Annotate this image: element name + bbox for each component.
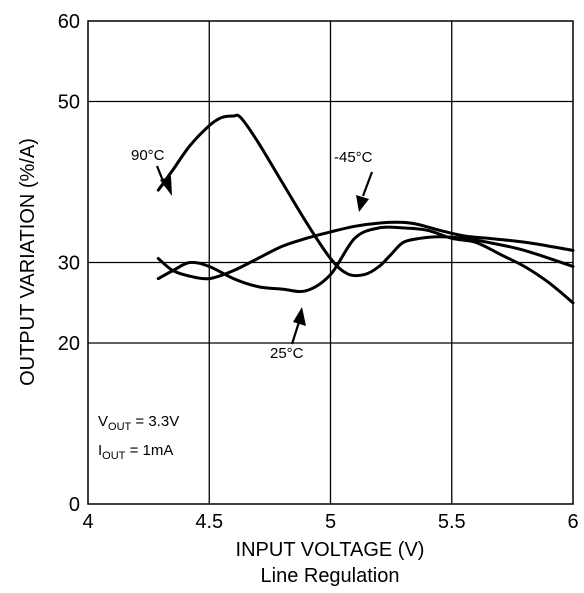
x-tick-label: 5 (325, 511, 336, 533)
series-line-minus45c (156, 225, 575, 305)
x-tick-label: 4 (82, 511, 93, 533)
y-tick-label: 50 (58, 92, 80, 114)
condition-vout: VOUT = 3.3V (98, 413, 179, 433)
series-line-25c (156, 220, 575, 281)
x-tick-label: 6 (567, 511, 578, 533)
annotation-25c: 25°C (270, 345, 304, 362)
chart-title: Line Regulation (261, 565, 400, 587)
arrowhead-minus45c (356, 195, 369, 212)
x-tick-label: 5.5 (438, 511, 466, 533)
arrow-25c (290, 321, 301, 345)
curve-layer (156, 113, 575, 305)
y-tick-label: 60 (58, 11, 80, 33)
y-tick-label: 30 (58, 253, 80, 275)
annotation-90c: 90°C (131, 147, 165, 164)
arrowhead-90c (160, 176, 172, 196)
x-tick-label: 4.5 (195, 511, 223, 533)
annotation-minus45c: -45°C (334, 149, 373, 166)
arrowhead-25c (293, 307, 306, 326)
series-line-90c (156, 113, 575, 278)
grid-layer (88, 21, 573, 504)
condition-iout: IOUT = 1mA (98, 442, 173, 462)
x-axis-title: INPUT VOLTAGE (V) (236, 539, 425, 561)
plot-frame (87, 20, 574, 505)
arrow-minus45c (361, 171, 374, 197)
y-tick-label: 20 (58, 333, 80, 355)
y-tick-label: 0 (69, 494, 80, 516)
y-axis-title: OUTPUT VARIATION (%/A) (17, 138, 39, 386)
